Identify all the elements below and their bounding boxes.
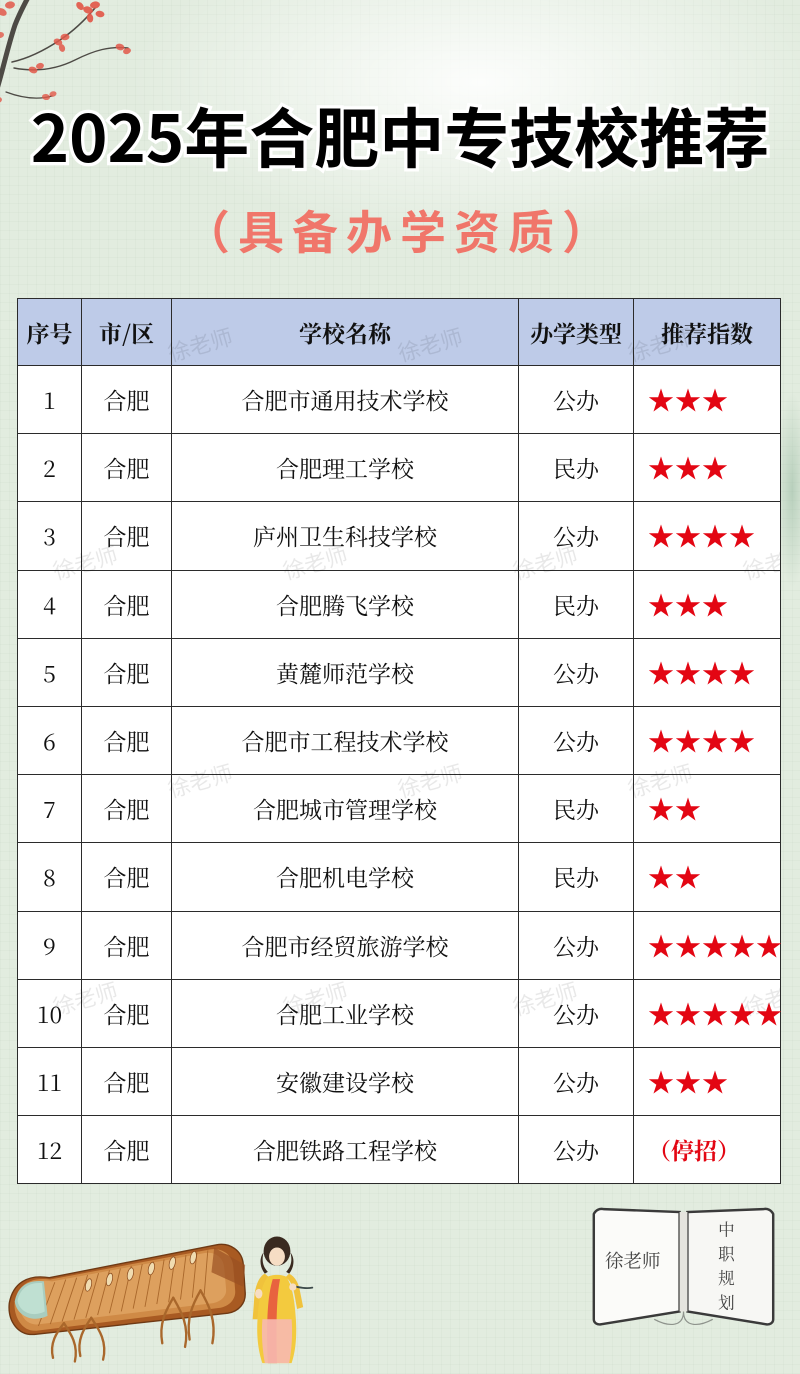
- svg-text:规: 规: [718, 1265, 735, 1289]
- svg-text:划: 划: [718, 1290, 735, 1314]
- svg-text:中: 中: [718, 1216, 735, 1240]
- svg-text:徐老师: 徐老师: [605, 1248, 661, 1274]
- svg-text:职: 职: [718, 1241, 735, 1265]
